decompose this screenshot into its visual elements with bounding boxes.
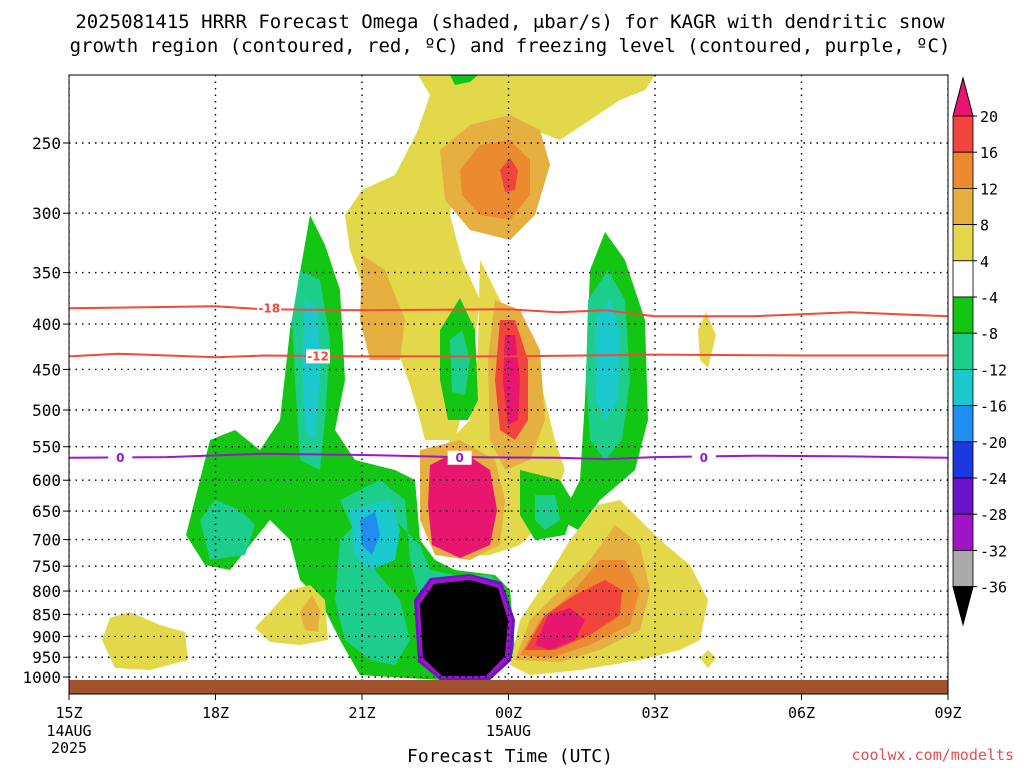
contour-label: 0 — [455, 451, 463, 465]
downward-motion-region-left-teal — [200, 500, 255, 560]
strongest-descent-core — [420, 580, 508, 676]
y-tick-label: 1000 — [22, 668, 61, 687]
credit-text: coolwx.com/modelts — [851, 746, 1014, 764]
chart-title-line2: growth region (contoured, red, ºC) and f… — [70, 35, 951, 57]
colorbar-tick-label: 4 — [980, 253, 989, 271]
contour-line — [69, 352, 948, 359]
colorbar-tick-label: -28 — [980, 506, 1007, 524]
colorbar-tick-label: 8 — [980, 217, 989, 235]
ground-strip — [69, 680, 948, 694]
x-tick-label: 03Z — [641, 704, 668, 722]
x-tick-sublabel: 2025 — [51, 739, 87, 757]
downward-motion-small-right-teal — [535, 495, 560, 530]
upward-motion-lower-left — [102, 612, 188, 670]
contour-lines — [69, 305, 948, 461]
x-tick-label: 21Z — [348, 704, 375, 722]
y-tick-label: 400 — [32, 315, 61, 334]
colorbar-tick-label: -8 — [980, 325, 998, 343]
contour-label: 0 — [116, 451, 124, 465]
x-tick-label: 09Z — [934, 704, 961, 722]
colorbar-segment — [952, 296, 974, 334]
downward-motion-low-blue — [360, 512, 380, 555]
omega-shading — [102, 75, 716, 680]
colorbar-segment — [952, 513, 974, 551]
contour-label: -12 — [307, 349, 329, 363]
downward-motion-region-left — [186, 215, 515, 680]
colorbar-segment — [952, 332, 974, 370]
chart-title-line1: 2025081415 HRRR Forecast Omega (shaded, … — [75, 11, 945, 33]
colorbar-tick-label: -20 — [980, 434, 1007, 452]
colorbar-segment — [952, 151, 974, 189]
upward-motion-core-orange2 — [460, 140, 530, 220]
colorbar-tick-label: 20 — [980, 108, 998, 126]
colorbar-tick-label: -16 — [980, 398, 1007, 416]
upward-motion-region-upper — [345, 75, 655, 440]
contour-label-bg — [108, 450, 133, 465]
colorbar-segment — [952, 368, 974, 406]
colorbar-segment — [952, 405, 974, 443]
x-tick-label: 00Z — [495, 704, 522, 722]
contour-label: 0 — [700, 451, 708, 465]
y-tick-label: 600 — [32, 471, 61, 490]
contour-label: -18 — [258, 301, 280, 315]
upward-motion-low-pink — [428, 450, 497, 558]
x-tick-label: 18Z — [202, 704, 229, 722]
downward-motion-lobe-mid-teal — [450, 330, 470, 395]
colorbar-segment — [952, 224, 974, 262]
y-tick-label: 950 — [32, 648, 61, 667]
colorbar-segment — [952, 441, 974, 479]
y-tick-label: 650 — [32, 502, 61, 521]
x-tick-label: 06Z — [788, 704, 815, 722]
y-axis: 250 300 350 400 450 500 550 600 650 700 750 800 850 9… — [22, 134, 69, 687]
colorbar-top-arrow — [952, 76, 974, 117]
colorbar: 20 16 12 8 4 -4 -8 -12 -16 -20 -24 -28 -32 -36 — [952, 76, 1007, 627]
y-tick-label: 250 — [32, 134, 61, 153]
downward-motion-region-right-cyan — [595, 300, 620, 420]
y-tick-label: 850 — [32, 605, 61, 624]
y-tick-label: 350 — [32, 264, 61, 283]
colorbar-tick-label: 12 — [980, 180, 998, 198]
colorbar-bottom-arrow — [952, 586, 974, 627]
contour-line — [69, 305, 948, 318]
x-axis-label: Forecast Time (UTC) — [407, 746, 613, 767]
y-tick-label: 750 — [32, 557, 61, 576]
upward-motion-speck-2 — [700, 650, 716, 668]
x-tick-label: 15Z — [55, 704, 82, 722]
colorbar-tick-label: 16 — [980, 144, 998, 162]
upward-motion-lower-left-2-orange — [300, 595, 320, 632]
colorbar-tick-label: -4 — [980, 289, 998, 307]
contour-label-bg — [691, 450, 716, 465]
y-tick-label: 800 — [32, 582, 61, 601]
y-tick-label: 500 — [32, 401, 61, 420]
contour-label-bg — [306, 349, 331, 364]
colorbar-segment — [952, 115, 974, 153]
colorbar-tick-label: -12 — [980, 361, 1007, 379]
colorbar-segment — [952, 550, 974, 588]
downward-motion-top-fragment — [450, 75, 478, 85]
y-tick-label: 700 — [32, 531, 61, 550]
colorbar-tick-label: -24 — [980, 470, 1007, 488]
y-tick-label: 300 — [32, 204, 61, 223]
upward-motion-mid-orange — [360, 255, 405, 360]
contour-label-bg — [447, 450, 472, 465]
colorbar-segment — [952, 187, 974, 225]
upward-motion-core-red — [500, 158, 518, 192]
x-tick-sublabel: 15AUG — [486, 722, 531, 740]
x-tick-sublabel: 14AUG — [46, 722, 91, 740]
upward-motion-column-pink — [503, 335, 520, 425]
contour-labels: -18 -12 0 0 0 — [108, 301, 716, 465]
upward-motion-lower-right-pink — [535, 608, 585, 650]
y-tick-label: 550 — [32, 438, 61, 457]
y-tick-label: 450 — [32, 360, 61, 379]
colorbar-tick-label: -32 — [980, 542, 1007, 560]
contour-label-bg — [257, 301, 282, 316]
colorbar-segment — [952, 260, 974, 298]
colorbar-segment — [952, 477, 974, 515]
y-tick-label: 900 — [32, 627, 61, 646]
colorbar-tick-label: -36 — [980, 579, 1007, 597]
contour-line — [69, 452, 948, 461]
